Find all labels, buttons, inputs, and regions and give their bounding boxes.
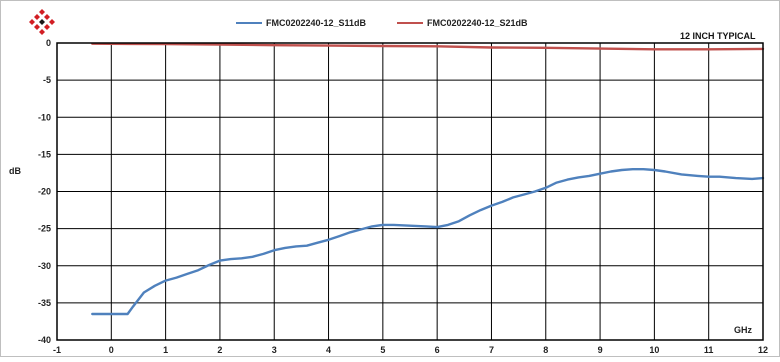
x-tick-label: 9 xyxy=(598,345,603,355)
x-tick-label: 11 xyxy=(704,345,714,355)
x-tick-label: 12 xyxy=(758,345,768,355)
grid-lines xyxy=(57,43,763,340)
x-tick-label: 1 xyxy=(163,345,168,355)
legend-label-s11: FMC0202240-12_S11dB xyxy=(266,18,367,28)
x-tick-label: 10 xyxy=(649,345,659,355)
x-tick-label: 5 xyxy=(380,345,385,355)
y-tick-label: -30 xyxy=(38,261,51,271)
y-axis-label: dB xyxy=(9,166,21,176)
y-tick-label: -10 xyxy=(38,112,51,122)
y-tick-label: -20 xyxy=(38,187,51,197)
y-tick-label: -25 xyxy=(38,224,51,234)
x-tick-label: 8 xyxy=(543,345,548,355)
x-tick-label: 0 xyxy=(109,345,114,355)
y-tick-label: -15 xyxy=(38,149,51,159)
x-tick-label: 4 xyxy=(326,345,331,355)
x-tick-labels: -1 0 1 2 3 4 5 6 7 8 9 10 11 12 xyxy=(53,345,768,355)
y-tick-label: -5 xyxy=(43,75,51,85)
x-tick-label: 2 xyxy=(217,345,222,355)
series-line-s11 xyxy=(91,167,765,316)
chart-legend: FMC0202240-12_S11dB FMC0202240-12_S21dB xyxy=(236,18,528,28)
legend-label-s21: FMC0202240-12_S21dB xyxy=(427,18,528,28)
plot-frame xyxy=(56,42,764,341)
x-tick-label: 6 xyxy=(435,345,440,355)
y-tick-label: -35 xyxy=(38,298,51,308)
x-axis-label: GHz xyxy=(734,325,753,335)
series-line-s21 xyxy=(91,42,765,51)
chart-annotation: 12 INCH TYPICAL xyxy=(680,31,756,41)
x-tick-label: -1 xyxy=(53,345,61,355)
x-tick-label: 3 xyxy=(272,345,277,355)
y-tick-label: -40 xyxy=(38,335,51,345)
company-logo-icon xyxy=(28,8,56,36)
y-tick-labels: 0 -5 -10 -15 -20 -25 -30 -35 -40 xyxy=(38,38,51,345)
x-tick-label: 7 xyxy=(489,345,494,355)
series-layer xyxy=(91,42,765,316)
y-tick-label: 0 xyxy=(46,38,51,48)
